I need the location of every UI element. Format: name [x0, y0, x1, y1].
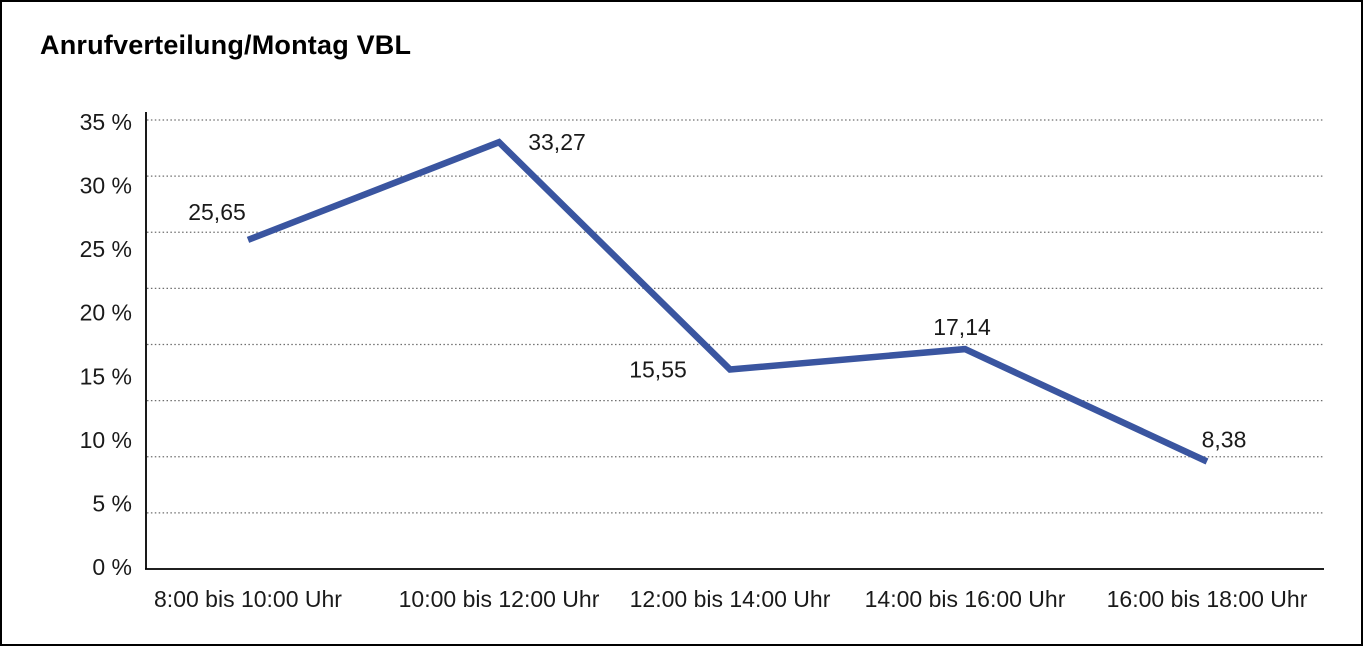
y-tick-label: 15 %	[80, 363, 132, 389]
data-point-label: 33,27	[528, 129, 586, 155]
y-tick-label: 0 %	[92, 554, 132, 580]
data-point-label: 17,14	[933, 314, 991, 340]
y-tick-label: 20 %	[80, 300, 132, 326]
y-tick-label: 25 %	[80, 236, 132, 262]
x-tick-label: 10:00 bis 12:00 Uhr	[399, 586, 600, 612]
y-tick-label: 30 %	[80, 173, 132, 199]
y-tick-label: 5 %	[92, 490, 132, 516]
x-tick-label: 8:00 bis 10:00 Uhr	[154, 586, 342, 612]
data-point-label: 8,38	[1202, 426, 1247, 452]
x-tick-label: 14:00 bis 16:00 Uhr	[865, 586, 1066, 612]
x-tick-label: 12:00 bis 14:00 Uhr	[630, 586, 831, 612]
y-tick-label: 10 %	[80, 427, 132, 453]
x-tick-label: 16:00 bis 18:00 Uhr	[1107, 586, 1308, 612]
chart-title: Anrufverteilung/Montag VBL	[40, 30, 412, 60]
data-point-label: 25,65	[188, 199, 246, 225]
data-line-series	[246, 138, 1209, 465]
data-point-label: 15,55	[629, 357, 687, 383]
y-tick-label: 35 %	[80, 109, 132, 135]
